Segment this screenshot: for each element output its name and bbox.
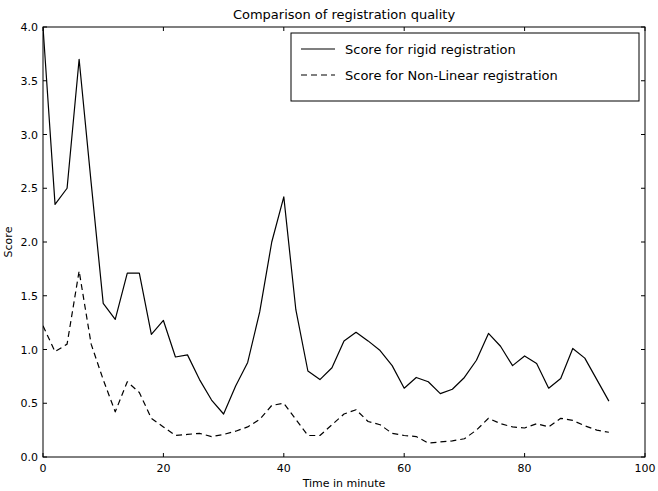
tick <box>283 453 284 457</box>
tick <box>43 403 47 404</box>
x-tick-label: 60 <box>397 462 411 475</box>
legend-label: Score for rigid registration <box>345 42 516 57</box>
y-tick-label: 0.0 <box>21 451 39 464</box>
tick <box>43 27 47 28</box>
x-axis-label: Time in minute <box>302 477 386 490</box>
tick <box>43 27 44 31</box>
tick <box>641 295 645 296</box>
tick <box>43 188 47 189</box>
tick <box>641 134 645 135</box>
y-tick-label: 2.5 <box>21 182 39 195</box>
tick <box>641 349 645 350</box>
x-tick-label: 100 <box>635 462 656 475</box>
tick <box>163 453 164 457</box>
background <box>0 0 658 491</box>
tick <box>404 453 405 457</box>
y-tick-label: 4.0 <box>21 21 39 34</box>
title: Comparison of registration quality <box>233 7 456 22</box>
tick <box>645 27 646 31</box>
tick <box>43 349 47 350</box>
tick <box>283 27 284 31</box>
frame <box>43 27 645 457</box>
y-tick-label: 3.0 <box>21 129 39 142</box>
tick <box>43 242 47 243</box>
series-line <box>43 271 609 443</box>
y-tick-label: 2.0 <box>21 236 39 249</box>
tick <box>524 27 525 31</box>
legend-box <box>291 33 639 101</box>
tick <box>43 457 47 458</box>
x-tick-label: 40 <box>277 462 291 475</box>
tick <box>43 453 44 457</box>
tick <box>163 27 164 31</box>
legend-label: Score for Non-Linear registration <box>345 68 558 83</box>
tick <box>641 457 645 458</box>
tick <box>641 80 645 81</box>
legend: Score for rigid registration Score for No… <box>291 33 639 101</box>
tick <box>43 295 47 296</box>
tick <box>645 453 646 457</box>
y-tick-label: 1.5 <box>21 290 39 303</box>
legend-swatch <box>301 48 335 49</box>
x-tick-label: 20 <box>156 462 170 475</box>
tick <box>43 134 47 135</box>
chart: 0 20 40 60 80 100 0.0 0.5 1.0 1.5 2.0 2.5 3.0 3.5 4.0 C… <box>0 0 658 491</box>
tick <box>524 453 525 457</box>
tick <box>641 27 645 28</box>
y-tick-label: 1.0 <box>21 344 39 357</box>
tick <box>43 80 47 81</box>
tick <box>641 403 645 404</box>
tick <box>641 242 645 243</box>
y-tick-label: 0.5 <box>21 397 39 410</box>
x-tick-label: 80 <box>518 462 532 475</box>
tick <box>404 27 405 31</box>
legend-swatch <box>301 74 335 75</box>
y-axis-label: Score <box>2 226 15 257</box>
y-tick-label: 3.5 <box>21 75 39 88</box>
x-tick-label: 0 <box>40 462 47 475</box>
tick <box>641 188 645 189</box>
